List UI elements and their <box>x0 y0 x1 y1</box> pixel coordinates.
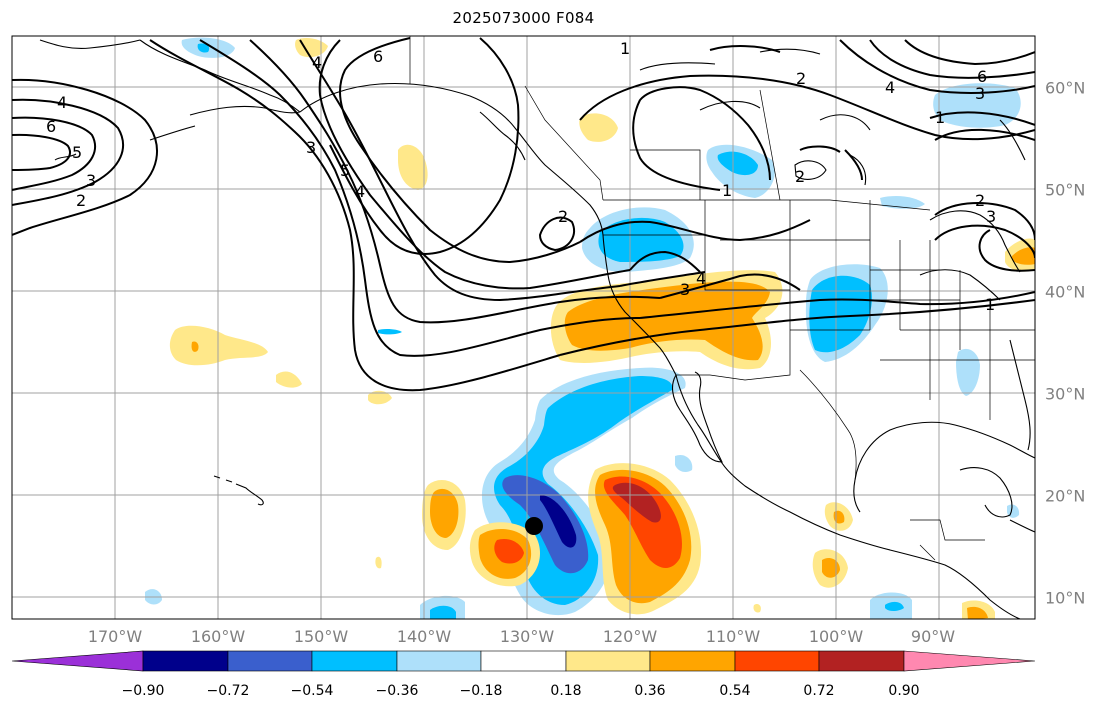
political-borders <box>409 36 1035 561</box>
colorbar-label: 0.90 <box>888 683 920 699</box>
contour-label: 1 <box>985 295 995 314</box>
lon-label: 100°W <box>808 627 864 646</box>
contour-label: 2 <box>975 191 985 210</box>
colorbar-segment <box>480 650 567 672</box>
colorbar-segment <box>142 650 229 672</box>
colorbar-label: 0.54 <box>719 683 751 699</box>
storm-center-marker <box>525 517 543 535</box>
colorbar-segment <box>396 650 482 672</box>
lon-label: 90°W <box>910 627 956 646</box>
colorbar-label: −0.18 <box>459 683 503 699</box>
contours <box>12 37 1035 392</box>
lat-label: 10°N <box>1045 588 1086 608</box>
colorbar-segment <box>649 650 736 672</box>
lat-label: 50°N <box>1045 180 1086 200</box>
lon-label: 170°W <box>87 627 143 646</box>
contour-label: 2 <box>76 191 86 210</box>
lon-label: 110°W <box>705 627 761 646</box>
lon-label: 160°W <box>190 627 246 646</box>
contour-label: 6 <box>373 47 383 66</box>
contour-label: 3 <box>986 207 996 226</box>
shaded-anomaly-field <box>145 37 1035 619</box>
map-title: 2025073000 F084 <box>452 9 595 27</box>
lon-label: 130°W <box>499 627 555 646</box>
lon-label: 150°W <box>293 627 349 646</box>
contour-label: 6 <box>46 117 56 136</box>
lon-label: 120°W <box>602 627 658 646</box>
lon-label: 140°W <box>396 627 452 646</box>
contour-label: 4 <box>885 78 895 97</box>
graticule <box>12 36 1035 619</box>
colorbar-segment <box>734 650 820 672</box>
contour-label: 3 <box>306 138 316 157</box>
colorbar-label: −0.90 <box>121 683 165 699</box>
colorbar-label: 0.72 <box>803 683 835 699</box>
contour-label: 1 <box>722 181 732 200</box>
colorbar-segment <box>818 650 905 672</box>
contour-label: 1 <box>935 108 945 127</box>
lat-label: 30°N <box>1045 384 1086 404</box>
contour-label: 5 <box>72 143 82 162</box>
contour-label: 4 <box>696 269 706 288</box>
contour-label: 4 <box>355 182 365 201</box>
contour-label: 2 <box>795 167 805 186</box>
contour-label: 5 <box>340 161 350 180</box>
colorbar-label: 0.18 <box>550 683 582 699</box>
colorbar-label: 0.36 <box>634 683 666 699</box>
contour-label: 4 <box>312 53 322 72</box>
colorbar-label: −0.54 <box>290 683 334 699</box>
contour-label: 2 <box>796 69 806 88</box>
colorbar-segment <box>565 650 651 672</box>
contour-label: 2 <box>558 207 568 226</box>
contour-label: 4 <box>57 93 67 112</box>
contour-label: 6 <box>977 67 987 86</box>
contour-label: 3 <box>975 84 985 103</box>
colorbar-label: −0.36 <box>375 683 419 699</box>
contour-label: 3 <box>680 280 690 299</box>
map-frame <box>11 35 1036 620</box>
colorbar-segment <box>227 650 313 672</box>
colorbar-label: −0.72 <box>206 683 250 699</box>
colorbar-segment <box>311 650 398 672</box>
contour-label: 3 <box>86 171 96 190</box>
contour-labels: 1 1 1 1 2 2 2 2 2 3 3 3 3 3 4 4 4 4 4 5 … <box>46 39 996 314</box>
lat-label: 40°N <box>1045 282 1086 302</box>
colorbar-extend-low <box>11 650 144 672</box>
lat-label: 20°N <box>1045 486 1086 506</box>
colorbar-extend-high <box>903 650 1036 672</box>
colorbar <box>11 650 1036 672</box>
contour-label: 1 <box>620 39 630 58</box>
lat-label: 60°N <box>1045 78 1086 98</box>
